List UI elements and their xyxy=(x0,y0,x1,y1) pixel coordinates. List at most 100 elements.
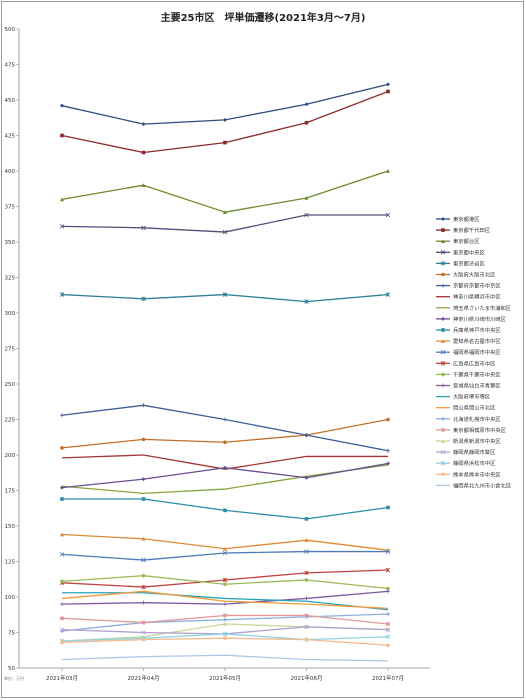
data-point-10-1 xyxy=(60,485,64,490)
series-line-18 xyxy=(61,590,389,610)
series-line-17 xyxy=(62,592,389,611)
data-point-10-2 xyxy=(141,477,146,482)
legend-marker-6 xyxy=(441,272,445,277)
legend-label-6: 大阪府大阪市北区 xyxy=(453,271,496,279)
legend-marker-5 xyxy=(440,261,446,266)
y-tick-label: 325 xyxy=(5,276,16,282)
data-point-11-3 xyxy=(223,508,227,513)
legend-label-21: 新潟県新潟市中央区 xyxy=(453,437,501,445)
data-point-4-4 xyxy=(304,212,309,218)
data-point-11-2 xyxy=(141,497,146,501)
data-point-24-5 xyxy=(386,643,390,648)
data-point-20-2 xyxy=(141,620,146,625)
data-point-24-1 xyxy=(60,640,64,645)
legend-label-17: 大阪府堺市堺区 xyxy=(453,393,491,401)
y-tick-label: 125 xyxy=(5,560,16,566)
x-tick-label: 2021年06月 xyxy=(291,674,323,682)
legend-label-10: 神奈川県川崎市川崎区 xyxy=(453,315,507,323)
legend-label-15: 千葉県千葉市中央区 xyxy=(453,370,501,378)
unit-note: 単位：万円 xyxy=(4,676,24,681)
legend-marker-22 xyxy=(440,449,446,455)
data-point-10-4 xyxy=(304,475,309,480)
y-tick-label: 50 xyxy=(8,666,15,672)
data-point-16-2 xyxy=(141,600,146,605)
legend-label-14: 広島県広島市中区 xyxy=(453,359,496,367)
data-point-11-4 xyxy=(304,517,309,521)
legend-label-22: 静岡県静岡市葵区 xyxy=(453,448,496,456)
legend-label-16: 宮城県仙台市青葉区 xyxy=(453,382,501,390)
legend-marker-1 xyxy=(441,217,445,221)
data-point-19-3 xyxy=(223,617,227,622)
legend-label-1: 東京都港区 xyxy=(453,215,480,223)
data-point-13-2 xyxy=(141,557,146,563)
legend-marker-21 xyxy=(441,439,445,443)
legend-marker-3 xyxy=(441,239,445,243)
legend-label-8: 神奈川県横浜市中区 xyxy=(453,293,501,301)
legend-label-2: 東京都千代田区 xyxy=(453,226,491,234)
data-point-1-3 xyxy=(223,117,227,122)
data-point-13-5 xyxy=(385,549,391,554)
legend-marker-4 xyxy=(440,250,446,255)
legend-marker-15 xyxy=(441,372,445,377)
data-point-6-3 xyxy=(223,440,227,445)
data-point-22-1 xyxy=(59,627,65,632)
series-line-25 xyxy=(61,654,389,662)
data-point-15-2 xyxy=(141,573,146,578)
data-point-14-5 xyxy=(385,567,391,573)
legend-marker-20 xyxy=(441,428,445,432)
data-point-3-5 xyxy=(386,169,390,173)
x-tick-label: 2021年03月 xyxy=(46,674,78,682)
data-point-11-5 xyxy=(386,505,390,510)
data-point-3-1 xyxy=(60,197,64,202)
data-point-13-3 xyxy=(222,550,228,556)
data-point-5-1 xyxy=(59,292,65,297)
data-point-12-1 xyxy=(60,532,64,537)
y-tick-label: 225 xyxy=(5,418,16,424)
data-point-12-2 xyxy=(141,536,146,541)
data-point-14-3 xyxy=(222,577,228,583)
data-point-3-3 xyxy=(223,210,227,214)
chart-title: 主要25市区 坪単価遷移(2021年3月～7月) xyxy=(160,13,366,24)
data-point-15-4 xyxy=(304,578,309,582)
legend-label-19: 北海道札幌市中央区 xyxy=(453,415,501,423)
data-point-7-1 xyxy=(60,413,64,418)
x-tick-label: 2021年04月 xyxy=(128,674,160,682)
data-point-20-4 xyxy=(304,613,309,618)
data-point-5-5 xyxy=(385,292,391,297)
y-tick-label: 450 xyxy=(5,98,16,104)
legend-marker-11 xyxy=(441,328,445,332)
y-tick-label: 200 xyxy=(5,453,16,459)
y-tick-label: 250 xyxy=(5,382,16,388)
data-point-4-1 xyxy=(59,224,65,229)
data-point-22-4 xyxy=(304,624,309,630)
legend-label-3: 東京都台区 xyxy=(453,237,480,245)
data-point-4-5 xyxy=(385,212,391,218)
legend-label-7: 京都府京都市中京区 xyxy=(453,282,501,290)
y-tick-label: 300 xyxy=(5,311,16,317)
data-point-22-5 xyxy=(385,627,391,632)
data-point-14-4 xyxy=(304,570,309,576)
data-point-1-4 xyxy=(304,102,309,107)
legend-marker-24 xyxy=(441,472,445,477)
data-point-7-3 xyxy=(223,417,227,422)
y-tick-label: 100 xyxy=(5,595,16,601)
data-point-5-3 xyxy=(222,292,228,297)
data-point-1-5 xyxy=(386,82,390,87)
legend-marker-2 xyxy=(441,228,445,232)
y-tick-label: 425 xyxy=(5,134,16,140)
data-point-22-2 xyxy=(141,630,146,635)
legend-marker-19 xyxy=(441,416,445,421)
y-tick-label: 175 xyxy=(5,489,16,495)
data-point-13-1 xyxy=(59,552,65,557)
data-point-15-1 xyxy=(60,579,64,584)
data-point-10-5 xyxy=(386,461,390,466)
data-point-15-5 xyxy=(386,586,390,591)
y-tick-label: 475 xyxy=(5,63,16,69)
legend-label-24: 熊本県熊本市中央区 xyxy=(453,470,501,478)
data-point-5-4 xyxy=(304,299,309,304)
x-tick-label: 2021年07月 xyxy=(372,674,404,682)
series-line-3 xyxy=(61,170,389,213)
data-point-7-2 xyxy=(141,403,146,408)
data-point-4-2 xyxy=(141,225,146,231)
